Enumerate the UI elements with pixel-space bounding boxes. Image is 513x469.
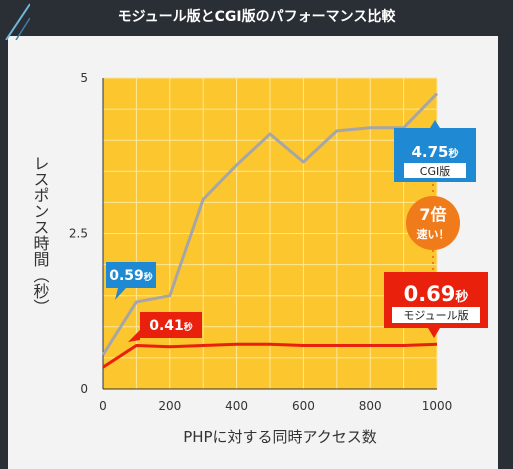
callout-cgi-end-label: CGI版 (420, 164, 450, 178)
x-tick-label: 1000 (422, 399, 453, 413)
speedup-text-line2: 速い！ (417, 227, 450, 241)
callout-cgi-start-value: 0.59秒 (109, 268, 153, 284)
callout-cgi-end-pointer (430, 120, 440, 128)
speedup-badge (406, 196, 460, 250)
y-tick-label: 0 (80, 382, 88, 396)
x-tick-label: 200 (158, 399, 181, 413)
corner-decoration (5, 3, 30, 40)
callout-module-end-label-bg (392, 307, 480, 323)
callout-module-start-pointer (128, 330, 140, 342)
x-tick-label: 400 (225, 399, 248, 413)
speedup-text-line1: 7倍 (419, 205, 446, 224)
page-title: モジュール版とCGI版のパフォーマンス比較 (117, 9, 396, 25)
x-tick-label: 800 (359, 399, 382, 413)
callout-cgi-start-pointer (115, 288, 126, 300)
callout-module-end-pointer (428, 328, 440, 338)
x-axis-title: PHPに対する同時アクセス数 (183, 428, 377, 446)
callout-cgi-start-box (106, 262, 156, 288)
callout-cgi-end-label-bg (404, 163, 466, 178)
callout-module-start-box (140, 312, 202, 338)
y-tick-label: 5 (80, 71, 88, 85)
callout-module-end-value: 0.69秒 (404, 282, 469, 306)
callout-cgi-end-value: 4.75秒 (411, 143, 458, 161)
x-tick-label: 600 (292, 399, 315, 413)
x-tick-label: 0 (99, 399, 107, 413)
y-tick-label: 2.5 (69, 227, 88, 241)
callout-module-start-value: 0.41秒 (149, 318, 193, 334)
y-axis-title: レスポンス時間（秒） (31, 155, 50, 315)
callout-module-end-label: モジュール版 (403, 308, 468, 322)
